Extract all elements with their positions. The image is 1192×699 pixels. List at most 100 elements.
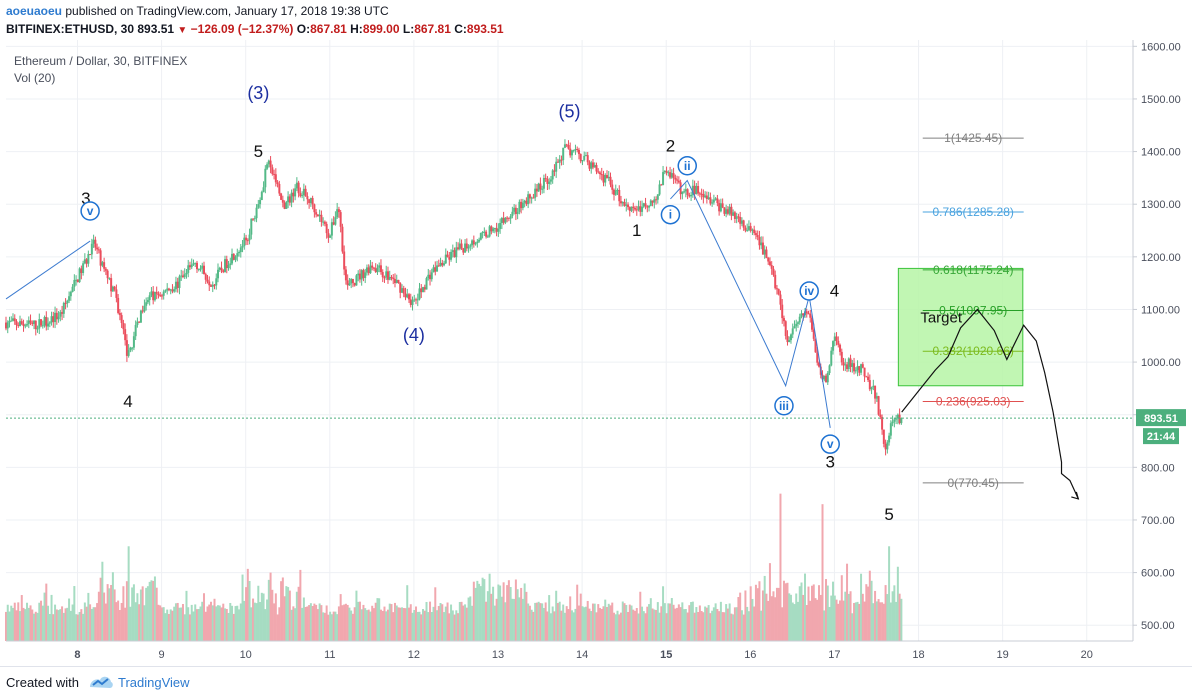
candle-body — [122, 323, 125, 330]
volume-bar — [134, 602, 137, 641]
volume-bar — [239, 603, 242, 641]
price-chart[interactable]: Target 1(1425.45) 0.786(1285.28) 0.618(1175… — [0, 40, 1192, 666]
candle-body — [304, 188, 307, 197]
candle-body — [280, 193, 283, 200]
volume-bar — [811, 585, 814, 641]
candle-body — [369, 265, 372, 274]
candle-body — [257, 204, 260, 208]
author-link[interactable]: aoeuaoeu — [6, 4, 63, 18]
candle-body — [740, 220, 743, 224]
volume-bar — [55, 609, 58, 641]
volume-bar — [525, 591, 528, 641]
volume-bar — [139, 589, 142, 641]
volume-bar — [87, 592, 90, 641]
candle-body — [113, 286, 116, 290]
candle-body — [611, 184, 614, 190]
volume-bar — [201, 601, 204, 641]
candle-body — [884, 443, 887, 450]
volume-bar — [770, 596, 773, 641]
volume-bar — [136, 593, 139, 641]
volume-bar — [167, 613, 170, 641]
candle-body — [691, 185, 694, 195]
candle-body — [886, 442, 889, 450]
volume-bar — [681, 602, 684, 641]
candle-body — [663, 170, 666, 173]
candle-body — [562, 147, 565, 161]
minor-wave-label: v — [87, 204, 94, 218]
candle-body — [422, 287, 425, 293]
volume-bar — [839, 600, 842, 641]
volume-bar — [413, 610, 416, 641]
candle-body — [210, 285, 213, 287]
volume-bar — [232, 613, 235, 641]
candle-body — [294, 188, 297, 197]
candle-body — [308, 199, 311, 204]
candle-body — [222, 270, 225, 272]
candle-body — [40, 319, 43, 326]
candle-body — [388, 276, 391, 280]
candle-body — [707, 197, 710, 199]
candle-body — [616, 190, 619, 192]
candle-body — [106, 270, 109, 279]
volume-bar — [795, 593, 798, 641]
candle-body — [266, 164, 269, 169]
volume-bar — [41, 605, 44, 641]
candle-body — [73, 279, 76, 287]
candle-body — [264, 168, 267, 188]
volume-bar — [159, 605, 162, 641]
volume-bar — [672, 604, 675, 641]
volume-bar — [563, 612, 566, 641]
candle-body — [513, 207, 516, 212]
volume-bar — [467, 597, 470, 641]
candle-body — [847, 358, 850, 370]
tradingview-brand[interactable]: TradingView — [118, 675, 190, 690]
volume-bar — [224, 608, 227, 641]
volume-bar — [555, 590, 558, 641]
volume-bar — [686, 612, 689, 641]
volume-bar — [637, 613, 640, 641]
candle-body — [255, 207, 258, 219]
candle-body — [145, 302, 148, 306]
candle-body — [404, 293, 407, 298]
candle-body — [719, 203, 722, 212]
countdown-tag-text: 21:44 — [1147, 431, 1176, 443]
volume-bar — [17, 602, 20, 641]
volume-bar — [399, 607, 402, 641]
fib-retracement[interactable]: Target 1(1425.45) 0.786(1285.28) 0.618(1175… — [897, 131, 1024, 490]
volume-bar — [425, 601, 428, 641]
chart-header: aoeuaoeu published on TradingView.com, J… — [0, 0, 1192, 40]
volume-bar — [329, 611, 332, 641]
volume-bar — [313, 603, 316, 641]
volume-bar — [271, 589, 274, 641]
volume-bar — [395, 605, 398, 641]
candle-body — [698, 193, 701, 195]
candle-body — [464, 243, 467, 253]
volume-bar — [639, 591, 642, 641]
candle-body — [681, 191, 684, 195]
candle-body — [518, 201, 521, 212]
volume-bar — [316, 609, 319, 641]
candle-body — [434, 267, 437, 272]
candle-body — [737, 216, 740, 218]
volume-bar — [854, 602, 857, 641]
candle-body — [567, 145, 570, 149]
candle-body — [269, 160, 272, 168]
candle-body — [202, 265, 205, 275]
volume-bar — [210, 601, 213, 641]
volume-bar — [840, 575, 843, 641]
x-tick-label: 15 — [660, 649, 672, 661]
candle-body — [658, 184, 661, 195]
volume-bar — [248, 580, 251, 641]
volume-bar — [311, 605, 314, 641]
minor-wave-circle — [677, 156, 697, 176]
candle-body — [31, 322, 34, 324]
candles — [5, 139, 903, 456]
volume-bar — [6, 604, 9, 641]
candle-body — [674, 177, 677, 180]
volume-bar — [754, 584, 757, 641]
volume-bar — [712, 607, 715, 641]
volume-bar — [560, 610, 563, 641]
candle-body — [507, 217, 510, 219]
volume-bar — [360, 609, 363, 641]
candle-body — [153, 291, 156, 301]
